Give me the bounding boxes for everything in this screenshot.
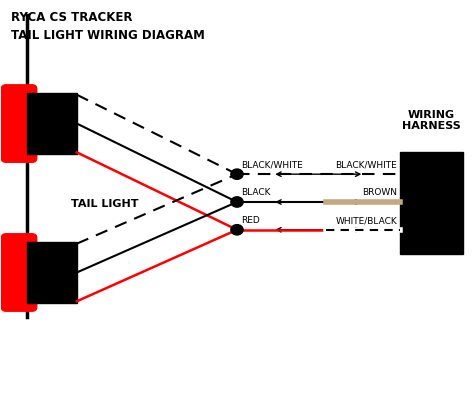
Bar bbox=[400, 152, 463, 254]
Text: RED: RED bbox=[241, 216, 260, 225]
Text: TAIL LIGHT: TAIL LIGHT bbox=[71, 199, 139, 209]
Bar bbox=[27, 93, 77, 154]
Circle shape bbox=[231, 197, 243, 207]
FancyBboxPatch shape bbox=[1, 85, 36, 162]
Text: BROWN: BROWN bbox=[362, 188, 397, 197]
Text: BLACK/WHITE: BLACK/WHITE bbox=[336, 160, 397, 170]
Text: TAIL LIGHT WIRING DIAGRAM: TAIL LIGHT WIRING DIAGRAM bbox=[11, 29, 205, 42]
Text: BLACK: BLACK bbox=[241, 188, 270, 197]
Circle shape bbox=[231, 225, 243, 235]
Text: WHITE/BLACK: WHITE/BLACK bbox=[336, 216, 397, 225]
Text: BLACK/WHITE: BLACK/WHITE bbox=[241, 160, 302, 170]
Bar bbox=[27, 242, 77, 303]
Text: WIRING
HARNESS: WIRING HARNESS bbox=[402, 110, 461, 131]
Circle shape bbox=[231, 169, 243, 179]
Text: RYCA CS TRACKER: RYCA CS TRACKER bbox=[11, 11, 132, 24]
FancyBboxPatch shape bbox=[1, 234, 36, 311]
